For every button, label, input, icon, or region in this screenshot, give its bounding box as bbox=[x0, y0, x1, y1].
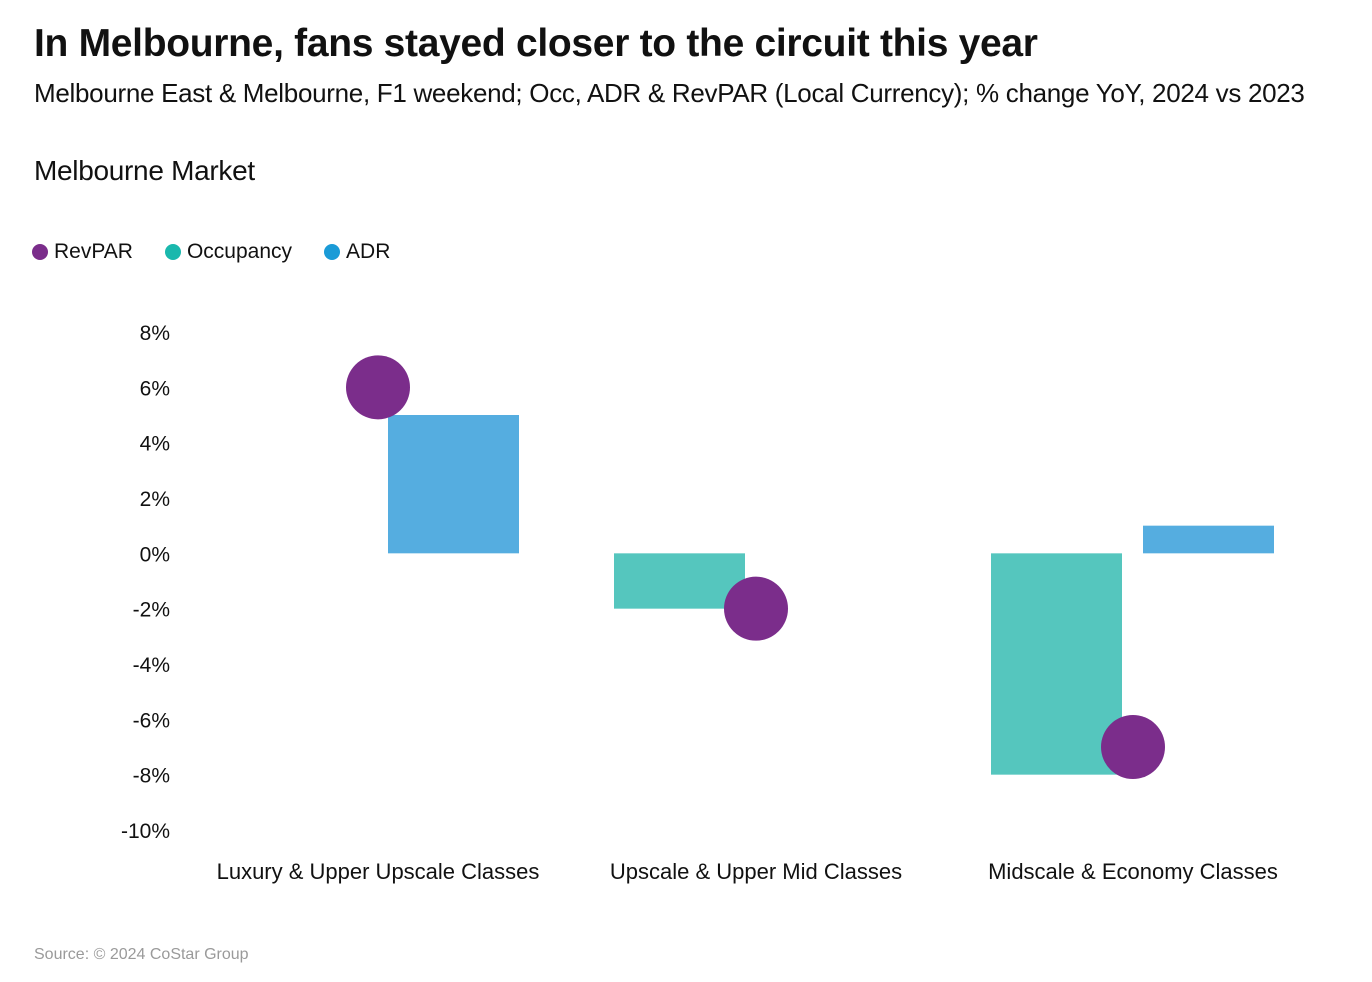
source-note: Source: © 2024 CoStar Group bbox=[34, 946, 249, 963]
y-tick-label: 6% bbox=[140, 377, 170, 400]
legend-label-occupancy: Occupancy bbox=[186, 240, 293, 263]
market-title: Melbourne Market bbox=[34, 155, 255, 186]
chart-subtitle: Melbourne East & Melbourne, F1 weekend; … bbox=[34, 78, 1305, 108]
legend-label-revpar: RevPAR bbox=[54, 240, 133, 263]
y-axis-ticks: 8% 6% 4% 2% 0% -2% -4% -6% -8% -10% bbox=[121, 322, 170, 843]
y-tick-label: -10% bbox=[121, 820, 170, 843]
x-axis-labels: Luxury & Upper Upscale Classes Upscale & … bbox=[217, 859, 1278, 884]
revpar-dot bbox=[1101, 715, 1165, 779]
dots-layer bbox=[346, 355, 1165, 779]
bars-layer bbox=[388, 415, 1274, 775]
chart-title: In Melbourne, fans stayed closer to the … bbox=[34, 22, 1038, 65]
occupancy-bar bbox=[614, 553, 745, 609]
y-tick-label: 2% bbox=[140, 488, 170, 511]
legend-dot-adr bbox=[324, 244, 341, 260]
legend: RevPAR Occupancy ADR bbox=[32, 240, 422, 264]
y-tick-label: 8% bbox=[140, 322, 170, 345]
legend-label-adr: ADR bbox=[346, 240, 391, 263]
revpar-dot bbox=[724, 576, 788, 641]
legend-item-adr: ADR bbox=[324, 240, 390, 264]
revpar-dot bbox=[346, 355, 410, 420]
x-category-label: Luxury & Upper Upscale Classes bbox=[217, 859, 540, 884]
y-tick-label: 0% bbox=[140, 543, 170, 566]
occupancy-bar bbox=[991, 553, 1122, 775]
legend-dot-revpar bbox=[32, 244, 48, 260]
y-tick-label: -6% bbox=[133, 709, 170, 732]
x-category-label: Upscale & Upper Mid Classes bbox=[610, 859, 902, 884]
y-tick-label: -4% bbox=[133, 654, 170, 677]
x-category-label: Midscale & Economy Classes bbox=[988, 859, 1278, 884]
legend-item-occupancy: Occupancy bbox=[164, 240, 293, 264]
legend-item-revpar: RevPAR bbox=[32, 240, 133, 264]
adr-bar bbox=[1143, 525, 1274, 554]
y-tick-label: -2% bbox=[133, 599, 170, 622]
y-tick-label: -8% bbox=[133, 765, 170, 788]
y-tick-label: 4% bbox=[140, 433, 170, 456]
adr-bar bbox=[388, 415, 519, 554]
legend-dot-occupancy bbox=[164, 244, 181, 260]
